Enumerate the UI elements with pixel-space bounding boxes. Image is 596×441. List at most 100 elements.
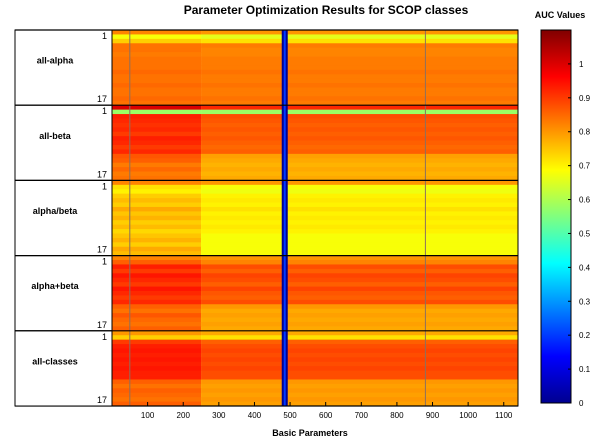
group-label-panels: all-alpha 1 17 all-beta 1 17 alpha/beta 1 17 alph… — [14, 29, 518, 407]
colorbar-tick-label: 0.7 — [579, 162, 591, 171]
heatmap-cell — [201, 295, 518, 301]
heatmap-cell — [112, 100, 202, 106]
heatmap-cell — [201, 180, 518, 186]
heatmap-cell — [201, 158, 518, 164]
heatmap-cell — [201, 388, 518, 394]
heatmap-cell — [112, 330, 202, 336]
heatmap-cell — [201, 193, 518, 199]
heatmap-cell — [112, 357, 202, 363]
heatmap-cell — [201, 370, 518, 376]
heatmap-cell — [201, 52, 518, 57]
x-axis-ticks: 100 200 300 400 500 600 700 800 900 1000 1100 — [141, 402, 513, 420]
heatmap-cells — [112, 30, 518, 407]
x-tick-label: 400 — [248, 411, 262, 420]
heatmap-cell — [112, 299, 202, 305]
row-tick-label: 1 — [102, 332, 107, 342]
group-panel — [14, 104, 113, 181]
heatmap-cell — [112, 189, 202, 195]
heatmap-cell — [201, 326, 518, 332]
heatmap-cell — [112, 43, 202, 49]
heatmap-cell — [201, 401, 518, 407]
heatmap-cell — [112, 162, 202, 168]
colorbar-tick-label: 0.6 — [579, 196, 591, 205]
heatmap-cell — [112, 47, 202, 53]
chart-title: Parameter Optimization Results for SCOP … — [184, 3, 469, 17]
heatmap-cell — [112, 30, 202, 35]
heatmap-cell — [201, 339, 518, 345]
group-panel — [14, 179, 113, 257]
x-axis-label: Basic Parameters — [272, 428, 348, 438]
row-tick-label: 17 — [97, 169, 107, 179]
heatmap-cell — [201, 136, 518, 141]
x-tick-label: 500 — [283, 411, 297, 420]
heatmap-cell — [112, 286, 202, 292]
heatmap-cell — [201, 215, 518, 221]
heatmap-cell — [201, 242, 518, 248]
heatmap-cell — [201, 264, 518, 270]
heatmap-cell — [112, 260, 202, 265]
x-tick-label: 200 — [177, 411, 191, 420]
heatmap-cell — [112, 145, 202, 150]
heatmap-cell — [201, 392, 518, 398]
heatmap-cell — [112, 87, 202, 93]
heatmap-cell — [112, 114, 202, 119]
heatmap-cell — [201, 286, 518, 292]
heatmap-cell — [112, 361, 202, 367]
x-tick-label: 600 — [319, 411, 333, 420]
heatmap-cell — [112, 339, 202, 345]
heatmap-cell — [201, 317, 518, 323]
heatmap-cell — [201, 352, 518, 358]
heatmap-cell — [201, 251, 518, 256]
heatmap-cell — [201, 246, 518, 252]
heatmap-cell — [112, 237, 202, 243]
heatmap-cell — [112, 379, 202, 385]
heatmap-cell — [201, 65, 518, 71]
heatmap-cell — [112, 397, 202, 402]
heatmap-cell — [112, 348, 202, 354]
heatmap-cell — [112, 401, 202, 407]
heatmap-cell — [112, 175, 202, 181]
heatmap-cell — [112, 167, 202, 172]
x-tick-label: 900 — [426, 411, 440, 420]
heatmap-cell — [112, 118, 202, 124]
heatmap-cell — [201, 127, 518, 133]
heatmap-cell — [112, 317, 202, 323]
heatmap-cell — [201, 273, 518, 279]
heatmap-cell — [112, 109, 202, 115]
heatmap-cell — [112, 366, 202, 372]
heatmap-cell — [112, 69, 202, 75]
colorbar-ticks: 0 0.1 0.2 0.3 0.4 0.5 0.6 0.7 0.8 0.9 1 — [568, 60, 591, 408]
colorbar-title: AUC Values — [535, 10, 586, 20]
x-tick-label: 1000 — [459, 411, 477, 420]
x-tick-label: 300 — [212, 411, 226, 420]
heatmap-cell — [112, 308, 202, 314]
heatmap-cell — [112, 335, 202, 341]
heatmap-cell — [201, 268, 518, 274]
heatmap-cell — [112, 224, 202, 230]
colorbar-tick-label: 0.3 — [579, 297, 591, 306]
colorbar-tick-label: 1 — [579, 60, 584, 69]
heatmap-cell — [112, 122, 202, 128]
heatmap-cell — [112, 127, 202, 133]
heatmap-cell — [201, 74, 518, 80]
heatmap-cell — [201, 277, 518, 283]
heatmap-cell — [201, 255, 518, 261]
heatmap-cell — [201, 153, 518, 159]
heatmap-cell — [201, 69, 518, 75]
heatmap-cell — [201, 43, 518, 49]
heatmap-cell — [201, 167, 518, 172]
heatmap-cell — [201, 304, 518, 310]
row-tick-label: 17 — [97, 245, 107, 255]
heatmap-cell — [201, 361, 518, 367]
heatmap-cell — [201, 122, 518, 128]
heatmap-cell — [112, 273, 202, 279]
group-label: all-beta — [39, 131, 72, 141]
heatmap-cell — [112, 52, 202, 57]
x-tick-label: 100 — [141, 411, 155, 420]
heatmap-cell — [112, 255, 202, 261]
heatmap-cell — [201, 313, 518, 318]
heatmap-cell — [112, 388, 202, 394]
heatmap-cell — [201, 290, 518, 296]
row-tick-label: 1 — [102, 31, 107, 41]
